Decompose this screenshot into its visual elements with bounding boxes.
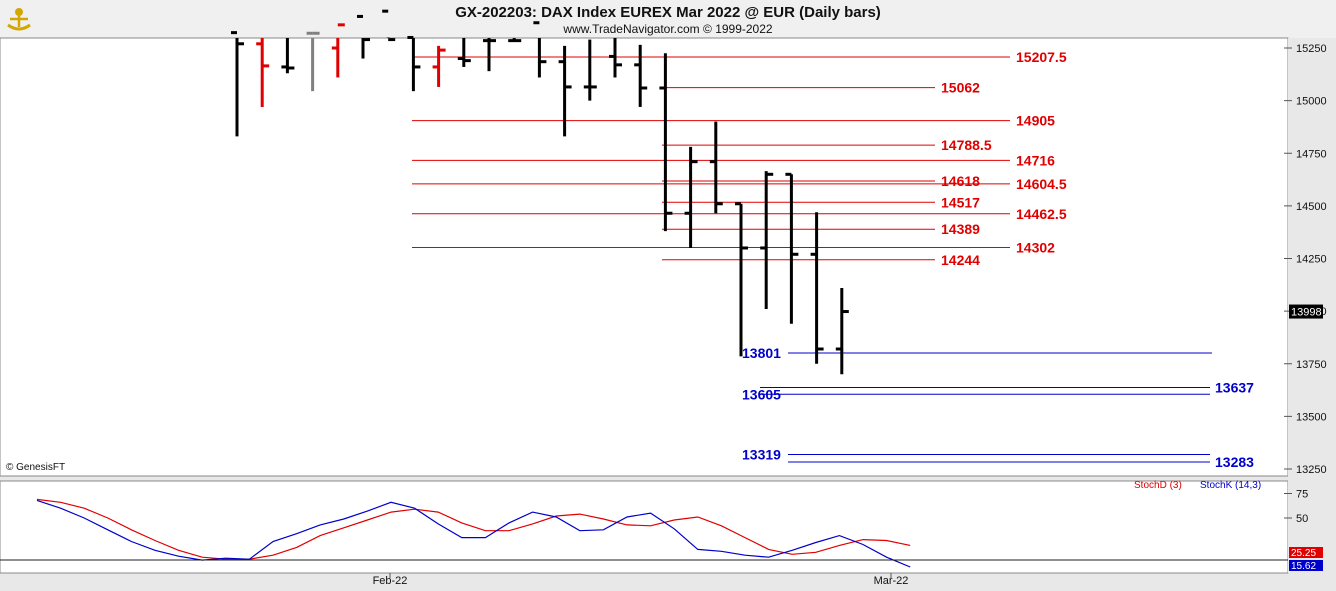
- price-bar: [508, 38, 522, 43]
- price-bar: [810, 212, 824, 364]
- level-label: 13801: [742, 345, 781, 361]
- price-bar: [331, 23, 345, 78]
- copyright-label: © GenesisFT: [6, 462, 66, 473]
- price-bar: [407, 35, 421, 92]
- level-label: 13283: [1215, 454, 1254, 470]
- level-label: 13605: [742, 386, 781, 402]
- price-tick-label: 13750: [1296, 359, 1327, 371]
- price-tick-label: 15000: [1296, 96, 1327, 108]
- stoch-tick-label: 75: [1296, 489, 1308, 501]
- price-bar: [583, 39, 597, 101]
- price-tick-label: 13500: [1296, 411, 1327, 423]
- level-label: 14389: [941, 221, 980, 237]
- price-bar: [483, 38, 496, 72]
- price-bar: [256, 38, 270, 107]
- price-bar: [684, 146, 698, 248]
- price-tick-label: 14250: [1296, 254, 1327, 266]
- x-tick-label: Feb-22: [373, 575, 408, 587]
- level-label: 15207.5: [1016, 49, 1067, 65]
- level-label: 15062: [941, 80, 980, 96]
- price-bar: [306, 31, 320, 92]
- price-bar: [432, 45, 446, 87]
- price-bar: [785, 172, 799, 324]
- price-bar: [835, 287, 849, 375]
- chart-subtitle: www.TradeNavigator.com © 1999-2022: [563, 22, 773, 36]
- price-bar: [457, 38, 471, 67]
- price-bar: [735, 202, 748, 357]
- title-bar: [0, 0, 1336, 38]
- stoch-line: [36, 498, 911, 560]
- stoch-k-box: [1289, 560, 1323, 571]
- price-tick-label: 13250: [1296, 464, 1327, 476]
- level-label: 14618: [941, 173, 980, 189]
- price-bar: [382, 9, 396, 42]
- stoch-line: [36, 499, 911, 568]
- level-label: 14788.5: [941, 137, 992, 153]
- level-label: 14905: [1016, 113, 1055, 129]
- price-bar: [634, 44, 648, 107]
- tradenavigator-logo-icon: [4, 3, 34, 38]
- price-bar: [533, 21, 547, 78]
- price-bar: [357, 14, 370, 59]
- level-label: 14716: [1016, 152, 1055, 168]
- price-tick-label: 15250: [1296, 43, 1327, 55]
- stoch-tick-label: 50: [1296, 513, 1308, 525]
- stoch-legend-k: StochK (14,3): [1200, 480, 1261, 491]
- price-bar: [281, 38, 295, 74]
- price-bar: [609, 38, 622, 78]
- last-price-label: 13998: [1291, 307, 1322, 319]
- level-label: 13637: [1215, 380, 1254, 396]
- stoch-d-box: [1289, 547, 1323, 558]
- price-tick-label: 14500: [1296, 201, 1327, 213]
- price-panel: [0, 37, 1289, 477]
- price-bar: [558, 45, 572, 137]
- last-price-box: [1289, 304, 1323, 319]
- level-label: 14462.5: [1016, 206, 1067, 222]
- level-label: 14302: [1016, 240, 1055, 256]
- stoch-legend-d: StochD (3): [1134, 480, 1182, 491]
- level-label: 14604.5: [1016, 176, 1067, 192]
- level-label: 14244: [941, 252, 980, 268]
- level-label: 13319: [742, 446, 781, 462]
- stoch-d-value: 25.25: [1291, 548, 1316, 559]
- level-label: 14517: [941, 194, 980, 210]
- price-bar: [709, 121, 723, 214]
- x-tick-label: Mar-22: [874, 575, 909, 587]
- stoch-k-value: 15.62: [1291, 561, 1316, 572]
- price-bar: [231, 31, 244, 137]
- chart-title: GX-202203: DAX Index EUREX Mar 2022 @ EU…: [455, 4, 881, 21]
- price-tick-label: 14750: [1296, 148, 1327, 160]
- price-bar: [760, 171, 774, 310]
- price-bar: [659, 53, 673, 232]
